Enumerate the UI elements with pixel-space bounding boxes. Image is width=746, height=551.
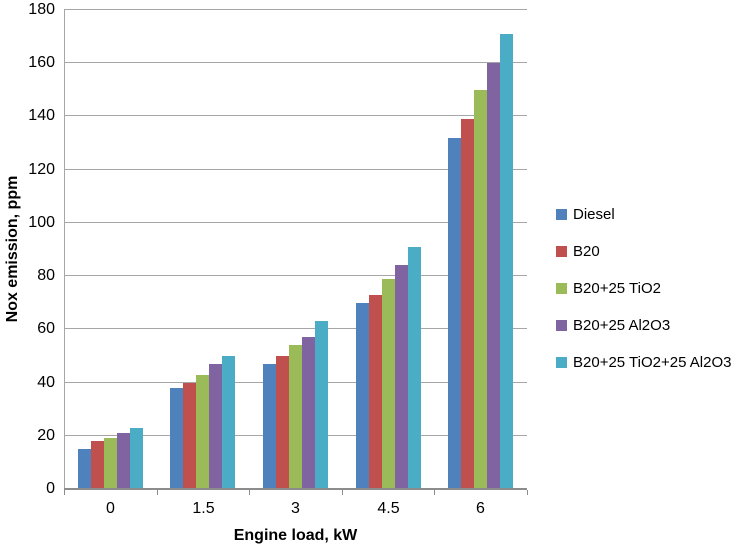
bar-diesel-load-6 — [448, 138, 461, 489]
bar-b20-25-tio2-25-al2o3-load-1.5 — [222, 356, 235, 489]
x-axis-title: Engine load, kW — [233, 527, 358, 544]
bar-b20-25-tio2-load-1.5 — [196, 375, 209, 489]
y-tick-label: 80 — [37, 267, 55, 284]
y-tick-label: 120 — [28, 161, 55, 178]
legend-label: B20+25 TiO2+25 Al2O3 — [573, 354, 732, 371]
legend-label: B20 — [573, 243, 600, 260]
x-axis-tick — [527, 490, 528, 495]
x-tick-label: 4.5 — [377, 500, 400, 517]
bar-b20-25-al2o3-load-6 — [487, 63, 500, 489]
legend-entry: Diesel — [556, 196, 731, 233]
y-tick-label: 140 — [28, 107, 55, 124]
bar-b20-load-0 — [91, 441, 104, 489]
x-axis-tick — [342, 490, 343, 495]
bar-b20-25-al2o3-load-3 — [302, 337, 315, 489]
legend-entry: B20+25 TiO2+25 Al2O3 — [556, 344, 731, 381]
bar-b20-load-3 — [276, 356, 289, 489]
x-axis-line — [64, 488, 527, 490]
legend-swatch-icon — [556, 246, 567, 257]
bar-b20-load-1.5 — [183, 383, 196, 489]
legend-label: B20+25 Al2O3 — [573, 317, 671, 334]
x-axis-tick — [64, 490, 65, 495]
x-tick-label: 1.5 — [192, 500, 215, 517]
bar-diesel-load-1.5 — [170, 388, 183, 489]
x-tick-label: 3 — [291, 500, 300, 517]
legend-label: B20+25 TiO2 — [573, 280, 661, 297]
bar-b20-25-tio2-load-4.5 — [382, 279, 395, 489]
bar-diesel-load-0 — [78, 449, 91, 489]
x-axis-tick — [249, 490, 250, 495]
y-axis-line — [64, 10, 65, 489]
legend-label: Diesel — [573, 206, 615, 223]
y-tick-label: 0 — [46, 480, 55, 497]
gridline — [64, 169, 527, 170]
bar-b20-25-tio2-25-al2o3-load-3 — [315, 321, 328, 489]
bar-b20-25-tio2-25-al2o3-load-0 — [130, 428, 143, 489]
gridline — [64, 9, 527, 10]
legend-swatch-icon — [556, 283, 567, 294]
bar-b20-load-6 — [461, 119, 474, 489]
legend-entry: B20+25 Al2O3 — [556, 307, 731, 344]
legend: Diesel B20 B20+25 TiO2 B20+25 Al2O3 B20+25 T… — [556, 196, 731, 381]
bar-b20-25-al2o3-load-1.5 — [209, 364, 222, 489]
x-axis-tick — [157, 490, 158, 495]
y-tick-label: 40 — [37, 374, 55, 391]
bar-b20-25-tio2-25-al2o3-load-4.5 — [408, 247, 421, 489]
plot-area — [64, 9, 528, 495]
bar-diesel-load-4.5 — [356, 303, 369, 489]
y-tick-label: 100 — [28, 214, 55, 231]
gridline — [64, 62, 527, 63]
y-tick-label: 20 — [37, 427, 55, 444]
bar-b20-25-tio2-load-6 — [474, 90, 487, 489]
bar-b20-load-4.5 — [369, 295, 382, 489]
y-tick-label: 160 — [28, 54, 55, 71]
bar-b20-25-tio2-load-3 — [289, 345, 302, 489]
legend-entry: B20 — [556, 233, 731, 270]
x-tick-label: 0 — [106, 500, 115, 517]
gridline — [64, 275, 527, 276]
x-tick-label: 6 — [476, 500, 485, 517]
x-axis-tick — [434, 490, 435, 495]
legend-entry: B20+25 TiO2 — [556, 270, 731, 307]
bar-b20-25-tio2-25-al2o3-load-6 — [500, 34, 513, 489]
legend-swatch-icon — [556, 209, 567, 220]
bar-b20-25-al2o3-load-0 — [117, 433, 130, 489]
y-tick-label: 60 — [37, 320, 55, 337]
y-axis-title: Nox emission, ppm — [4, 175, 21, 323]
bar-b20-25-tio2-load-0 — [104, 438, 117, 489]
bar-diesel-load-3 — [263, 364, 276, 489]
legend-swatch-icon — [556, 320, 567, 331]
gridline — [64, 115, 527, 116]
bar-b20-25-al2o3-load-4.5 — [395, 265, 408, 489]
gridline — [64, 328, 527, 329]
y-tick-label: 180 — [28, 1, 55, 18]
gridline — [64, 222, 527, 223]
legend-swatch-icon — [556, 357, 567, 368]
